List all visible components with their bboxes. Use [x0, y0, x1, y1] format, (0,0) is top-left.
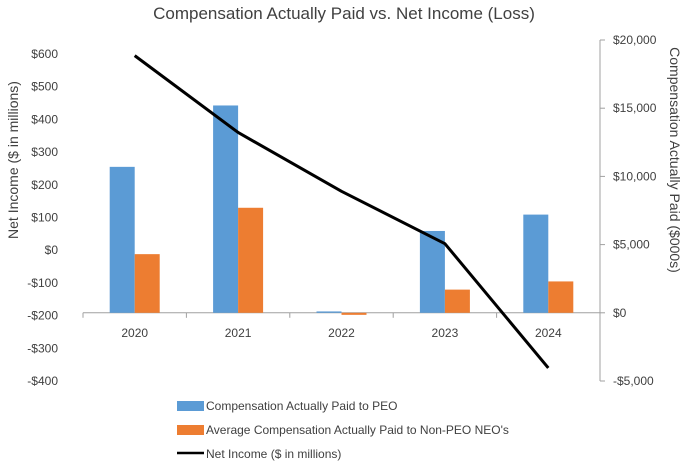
left-tick-label: -$100: [27, 276, 58, 290]
right-tick-label: $15,000: [613, 101, 657, 115]
left-tick-label: $500: [31, 80, 58, 94]
category-label-2024: 2024: [535, 326, 562, 340]
category-label-2020: 2020: [121, 326, 148, 340]
left-tick-label: $100: [31, 211, 58, 225]
chart-title: Compensation Actually Paid vs. Net Incom…: [153, 4, 535, 23]
bar-neo-2023: [444, 289, 470, 313]
left-tick-label: $400: [31, 112, 58, 126]
right-tick-label: -$5,000: [613, 374, 654, 388]
bar-marks: [109, 105, 574, 315]
left-tick-label: -$300: [27, 341, 58, 355]
bar-peo-2023: [419, 230, 445, 313]
bar-peo-2020: [109, 166, 135, 313]
bar-peo-2021: [213, 105, 239, 313]
legend-swatch-peo: [177, 401, 204, 411]
bar-peo-2022: [316, 311, 342, 313]
category-label-2023: 2023: [432, 326, 459, 340]
left-tick-label: $600: [31, 47, 58, 61]
right-tick-label: $20,000: [613, 33, 657, 47]
net-income-line: [133, 54, 550, 369]
bar-neo-2024: [548, 281, 574, 313]
left-tick-label: $200: [31, 178, 58, 192]
right-axis-ticks: $20,000 $15,000 $10,000 $5,000 $0 -$5,000: [600, 33, 657, 388]
category-label-2022: 2022: [328, 326, 355, 340]
right-tick-label: $0: [613, 306, 627, 320]
category-label-2021: 2021: [225, 326, 252, 340]
bar-neo-2020: [134, 254, 160, 313]
left-axis-title: Net Income ($ in millions): [5, 81, 21, 239]
bar-peo-2024: [523, 214, 549, 313]
left-tick-label: $0: [45, 243, 59, 257]
legend-label-net-income: Net Income ($ in millions): [206, 447, 341, 461]
left-tick-label: -$200: [27, 309, 58, 323]
bar-neo-2022: [341, 312, 367, 315]
category-labels: 2020 2021 2022 2023 2024: [121, 326, 562, 340]
left-tick-label: -$400: [27, 374, 58, 388]
left-tick-label: $300: [31, 145, 58, 159]
legend: Compensation Actually Paid to PEO Averag…: [177, 399, 509, 461]
legend-label-neo: Average Compensation Actually Paid to No…: [206, 423, 509, 437]
line-marks: [133, 54, 550, 369]
legend-swatch-neo: [177, 425, 204, 435]
category-ticks: [82, 312, 601, 318]
left-axis-ticks: $600 $500 $400 $300 $200 $100 $0 -$100 -$200 -$30…: [27, 47, 58, 388]
right-axis-title: Compensation Actually Paid ($000s): [667, 47, 683, 273]
bar-neo-2021: [238, 207, 264, 313]
legend-label-peo: Compensation Actually Paid to PEO: [206, 399, 397, 413]
right-tick-label: $10,000: [613, 169, 657, 183]
right-tick-label: $5,000: [613, 238, 650, 252]
